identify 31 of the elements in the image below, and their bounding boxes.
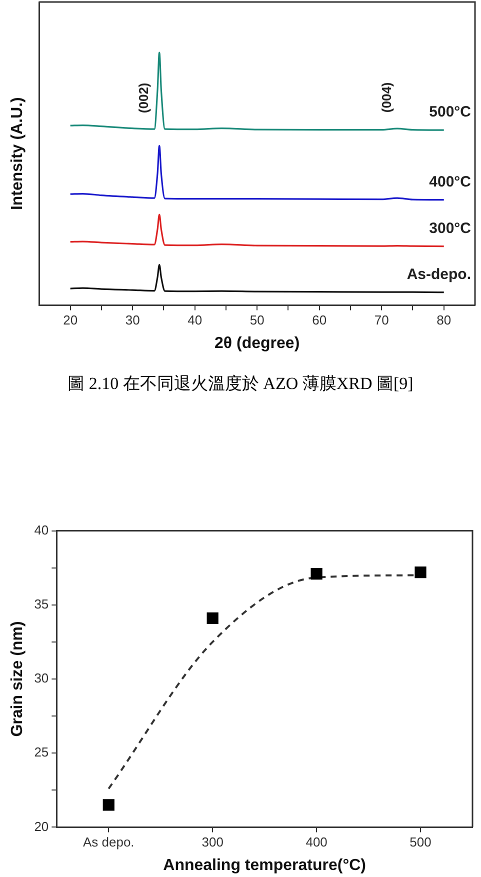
x-tick-label: 300 xyxy=(202,834,224,850)
series-label: 500°C xyxy=(429,104,472,121)
y-axis-title: Grain size (nm) xyxy=(9,621,26,737)
x-tick-label: 80 xyxy=(436,312,452,328)
x-tick-label: 40 xyxy=(188,312,202,328)
x-axis-title: Annealing temperature(°C) xyxy=(163,856,366,874)
point xyxy=(102,799,114,811)
series-label: As-depo. xyxy=(406,266,471,283)
x-tick-label: As depo. xyxy=(82,834,134,850)
x-tick-label: 400 xyxy=(306,834,328,850)
annotation: (002) xyxy=(136,82,151,114)
point xyxy=(414,566,426,578)
x-tick-label: 30 xyxy=(125,312,140,328)
x-axis-title: 2θ (degree) xyxy=(214,334,300,352)
series-label: 300°C xyxy=(429,220,472,237)
x-tick-label: 500 xyxy=(410,834,432,850)
y-tick-label: 20 xyxy=(34,818,49,834)
x-tick-label: 50 xyxy=(250,312,264,328)
x-tick-label: 60 xyxy=(312,312,327,328)
annotation: (004) xyxy=(378,82,394,113)
x-tick-label: 70 xyxy=(374,312,389,328)
point xyxy=(310,568,322,580)
y-axis-title: Intensity (A.U.) xyxy=(9,97,26,210)
x-tick-label: 20 xyxy=(63,312,78,328)
caption: 圖 2.10 在不同退火溫度於 AZO 薄膜XRD 圖[9] xyxy=(66,373,414,395)
series-label: 400°C xyxy=(429,173,472,190)
y-tick-label: 25 xyxy=(34,744,49,760)
y-tick-label: 40 xyxy=(34,522,49,538)
y-tick-label: 30 xyxy=(34,670,49,686)
y-tick-label: 35 xyxy=(34,596,49,612)
point xyxy=(206,612,218,624)
